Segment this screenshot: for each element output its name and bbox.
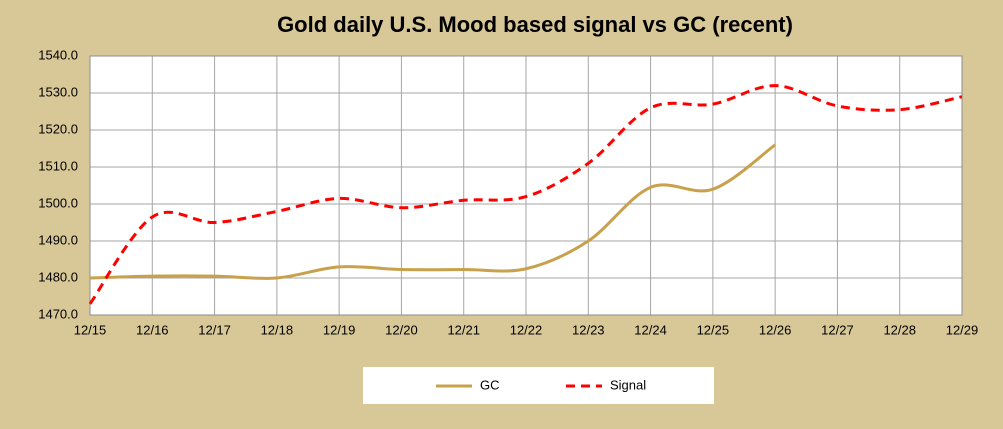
x-tick-label: 12/16 (136, 322, 169, 337)
chart-title: Gold daily U.S. Mood based signal vs GC … (277, 12, 793, 37)
x-tick-label: 12/25 (697, 322, 730, 337)
x-tick-label: 12/20 (385, 322, 418, 337)
series-line (88, 84, 963, 305)
y-tick-label: 1520.0 (38, 121, 78, 136)
x-tick-label: 12/18 (261, 322, 294, 337)
x-tick-label: 12/27 (821, 322, 854, 337)
y-tick-label: 1530.0 (38, 84, 78, 99)
x-tick-label: 12/21 (447, 322, 480, 337)
y-tick-label: 1490.0 (38, 232, 78, 247)
y-tick-label: 1510.0 (38, 158, 78, 173)
x-tick-label: 12/29 (946, 322, 979, 337)
x-tick-label: 12/17 (198, 322, 231, 337)
x-tick-label: 12/24 (634, 322, 667, 337)
series-line (89, 143, 777, 280)
x-tick-label: 12/15 (74, 322, 107, 337)
plot-border (89, 55, 963, 316)
x-tick-label: 12/23 (572, 322, 605, 337)
x-tick-label: 12/28 (883, 322, 916, 337)
legend-label: Signal (610, 377, 646, 392)
y-tick-label: 1540.0 (38, 47, 78, 62)
legend-box (363, 367, 714, 404)
y-tick-label: 1500.0 (38, 195, 78, 210)
x-tick-label: 12/19 (323, 322, 356, 337)
x-tick-label: 12/26 (759, 322, 792, 337)
y-tick-label: 1470.0 (38, 306, 78, 321)
y-tick-label: 1480.0 (38, 269, 78, 284)
x-tick-label: 12/22 (510, 322, 543, 337)
legend-label: GC (480, 377, 500, 392)
